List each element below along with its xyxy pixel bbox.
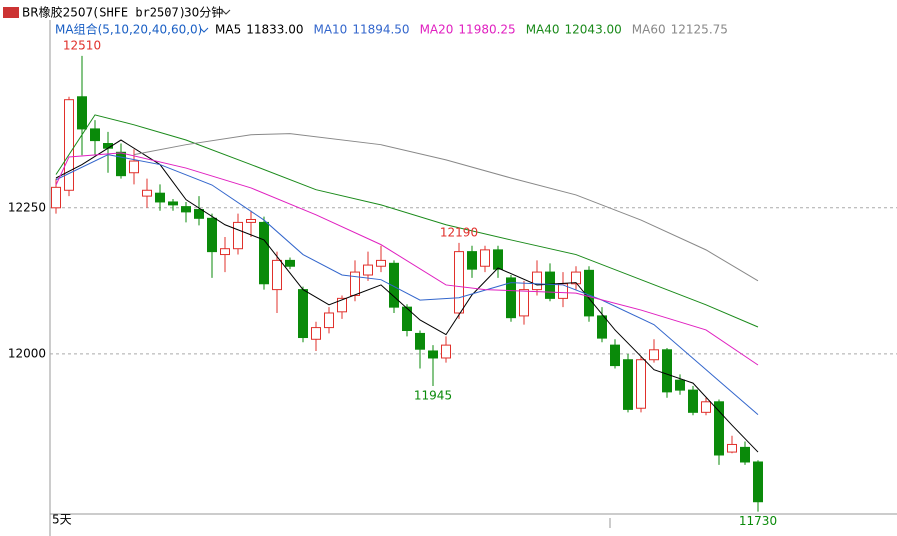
period[interactable]: 30分钟 xyxy=(184,5,223,20)
candle-body xyxy=(155,192,165,203)
candle-body xyxy=(311,327,321,340)
y-tick-label: 12000 xyxy=(8,346,46,360)
candle-body xyxy=(90,128,100,142)
code[interactable]: (SHFE br2507) xyxy=(92,6,186,20)
legend-name: MA60 xyxy=(632,23,666,37)
dropdown-arrow[interactable] xyxy=(221,9,231,15)
legend-value: 12043.00 xyxy=(565,23,622,37)
ma-line xyxy=(55,152,759,366)
candle-body xyxy=(363,264,373,276)
candle-body xyxy=(467,251,477,270)
candle-body xyxy=(519,289,529,317)
candle-body xyxy=(272,259,282,291)
icon xyxy=(3,7,19,18)
candle-body xyxy=(259,221,269,285)
candle-body xyxy=(246,218,256,223)
candle-body xyxy=(584,269,594,317)
candle-body xyxy=(753,461,763,503)
candle-body xyxy=(181,206,191,213)
candle-body xyxy=(493,249,503,270)
legend-value: 11833.00 xyxy=(246,23,303,37)
candle-body xyxy=(454,251,464,314)
candle-body xyxy=(233,221,243,250)
candle-body xyxy=(545,271,555,299)
candle-body xyxy=(350,271,360,296)
candle-body xyxy=(285,259,295,267)
legend-name: MA10 xyxy=(313,23,347,37)
candle-body xyxy=(441,344,451,359)
candle-body xyxy=(662,349,672,393)
ma-line xyxy=(55,139,759,453)
candle-body xyxy=(116,151,126,177)
ma-line xyxy=(55,154,759,416)
symbol: BR橡胶2507 xyxy=(22,5,93,20)
candle-body xyxy=(532,271,542,291)
legend-value: 11894.50 xyxy=(352,23,409,37)
candle-body xyxy=(51,186,61,209)
extreme-label: 11730 xyxy=(739,514,777,528)
candle-body xyxy=(675,379,685,391)
candle-body xyxy=(194,209,204,219)
candle-body xyxy=(129,160,139,174)
ma-line xyxy=(133,133,759,282)
candle-body xyxy=(298,289,308,339)
candle-body xyxy=(142,189,152,197)
candle-body xyxy=(688,389,698,413)
candle-body xyxy=(415,332,425,350)
legend-name: MA5 xyxy=(215,23,241,37)
candle-body xyxy=(77,96,87,130)
y-tick-label: 12250 xyxy=(8,200,46,214)
span-label: 5天 xyxy=(52,513,72,527)
candle-body xyxy=(623,359,633,410)
candle-body xyxy=(506,277,516,319)
candle-body xyxy=(428,350,438,359)
candle-body xyxy=(571,271,581,285)
legend-name: MA40 xyxy=(526,23,560,37)
dropdown-arrow[interactable] xyxy=(199,27,209,33)
candle-body xyxy=(168,201,178,206)
legend-value: 11980.25 xyxy=(458,23,515,37)
candle-body xyxy=(389,262,399,308)
candle-body xyxy=(649,349,659,361)
candle-body xyxy=(727,443,737,453)
candle-body xyxy=(376,259,386,267)
extreme-label: 11945 xyxy=(414,389,452,403)
candle-body xyxy=(714,401,724,456)
candle-body xyxy=(597,315,607,339)
candle-body xyxy=(610,344,620,367)
extreme-label: 12510 xyxy=(63,38,101,52)
legend-name: MA20 xyxy=(420,23,454,37)
candle-body xyxy=(402,306,412,332)
legend-value: 12125.75 xyxy=(671,23,728,37)
candle-body xyxy=(337,297,347,313)
candle-body xyxy=(64,99,74,191)
candle-body xyxy=(480,249,490,267)
candle-body xyxy=(220,248,230,256)
ma-group[interactable]: MA组合(5,10,20,40,60,0) xyxy=(55,22,202,37)
extreme-label: 12190 xyxy=(440,225,478,239)
candle-body xyxy=(324,312,334,329)
candle-body xyxy=(740,446,750,463)
ma-line xyxy=(55,114,759,328)
candle-body xyxy=(701,401,711,413)
candle-body xyxy=(636,359,646,409)
candle-body xyxy=(207,217,217,253)
